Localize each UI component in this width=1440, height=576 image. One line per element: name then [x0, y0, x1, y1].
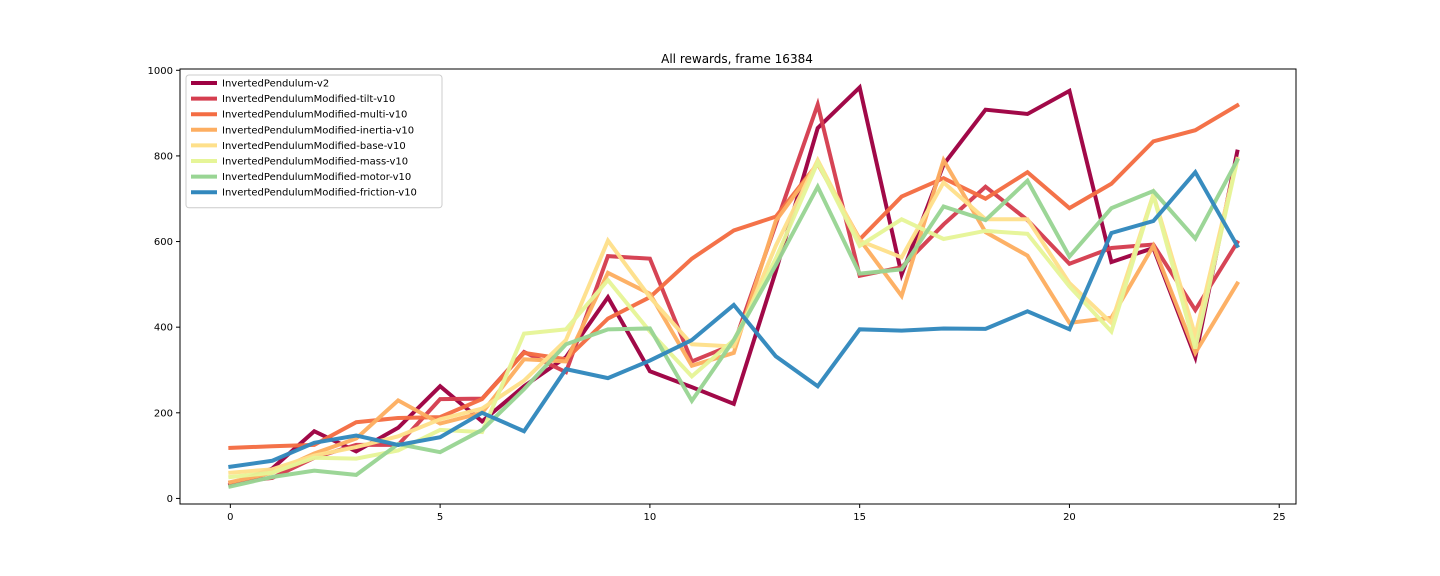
legend-label: InvertedPendulumModified-base-v10: [222, 141, 406, 152]
legend-label: InvertedPendulumModified-tilt-v10: [222, 94, 395, 105]
axes-frame: [179, 68, 1297, 505]
legend-label: InvertedPendulum-v2: [222, 79, 329, 90]
series-line-3: [227, 155, 1241, 485]
x-tick-label: 10: [644, 512, 657, 523]
series-line-0: [227, 83, 1240, 488]
legend: InvertedPendulum-v2 InvertedPendulumModif…: [185, 74, 443, 209]
legend-label: InvertedPendulumModified-motor-v10: [222, 172, 411, 183]
series-line-2: [228, 102, 1241, 450]
x-tick-label: 5: [437, 512, 443, 523]
y-tick-label: 200: [154, 408, 173, 419]
series-line-4: [228, 155, 1240, 475]
plot-area: 0 5 10 15 20 25 0 200 400 600 800 1000: [148, 66, 1286, 523]
y-tick-label: 800: [154, 151, 173, 162]
x-tick-label: 0: [227, 512, 233, 523]
legend-label: InvertedPendulumModified-mass-v10: [222, 157, 408, 168]
legend-label: InvertedPendulumModified-multi-v10: [222, 110, 407, 121]
legend-box: [185, 74, 443, 209]
chart-title: All rewards, frame 16384: [661, 52, 813, 66]
x-tick-label: 20: [1063, 512, 1076, 523]
legend-label: InvertedPendulumModified-friction-v10: [222, 188, 417, 199]
series-line-7: [228, 168, 1240, 470]
y-tick-label: 0: [167, 494, 173, 505]
y-tick-label: 600: [154, 237, 173, 248]
x-tick-label: 15: [853, 512, 866, 523]
x-tick-label: 25: [1273, 512, 1286, 523]
legend-label: InvertedPendulumModified-inertia-v10: [222, 125, 414, 136]
y-tick-label: 400: [154, 323, 173, 334]
y-tick-label: 1000: [148, 66, 173, 77]
